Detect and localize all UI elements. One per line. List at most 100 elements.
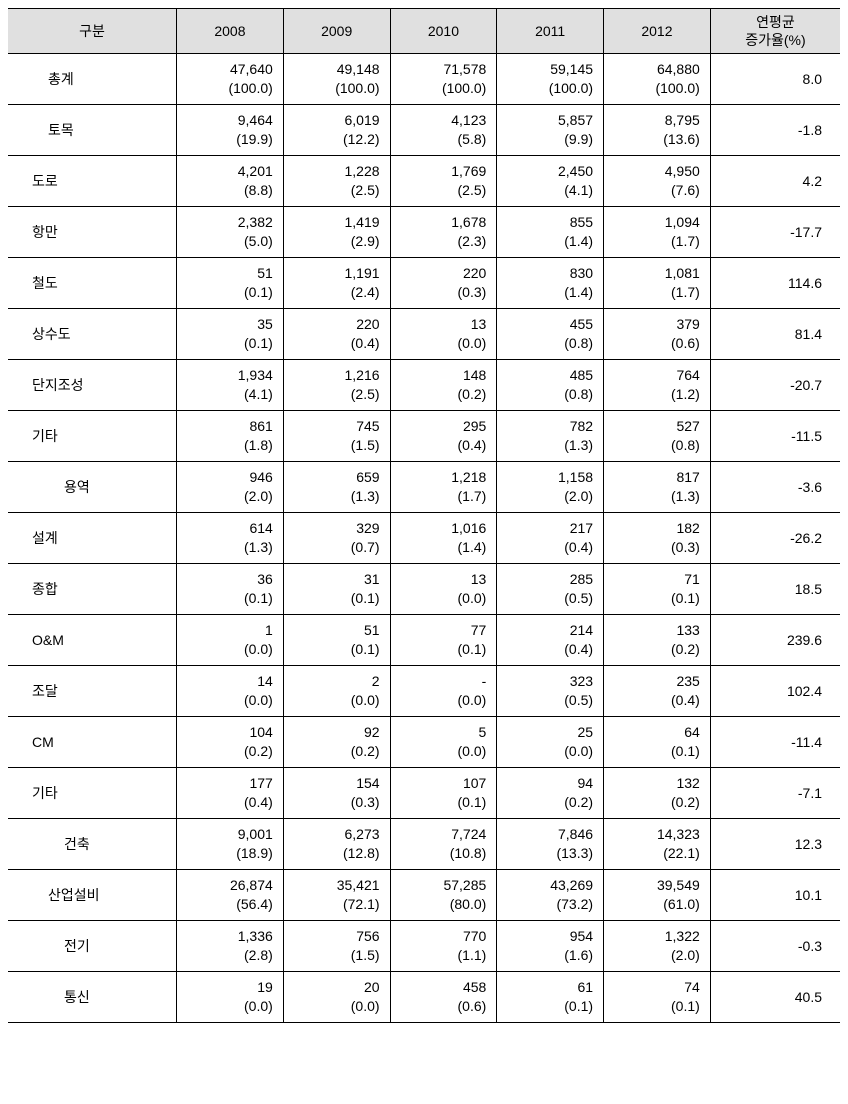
cell-value: 51 <box>185 264 273 283</box>
cell-percent: (4.1) <box>505 181 593 200</box>
cell-percent: (0.1) <box>185 283 273 302</box>
cell-percent: (2.5) <box>292 181 380 200</box>
cell-value: 51 <box>292 621 380 640</box>
cell-percent: (0.1) <box>292 589 380 608</box>
cell-value: 4,950 <box>612 162 700 181</box>
cell-2008: 14(0.0) <box>177 666 284 717</box>
table-body: 총계47,640(100.0)49,148(100.0)71,578(100.0… <box>8 54 840 1023</box>
cell-2008: 35(0.1) <box>177 309 284 360</box>
cell-2008: 4,201(8.8) <box>177 156 284 207</box>
cell-2012: 817(1.3) <box>604 462 711 513</box>
cell-value: 285 <box>505 570 593 589</box>
cell-value: 5 <box>399 723 487 742</box>
cell-2011: 954(1.6) <box>497 921 604 972</box>
cell-2012: 64,880(100.0) <box>604 54 711 105</box>
cell-percent: (2.0) <box>185 487 273 506</box>
cell-percent: (100.0) <box>292 79 380 98</box>
cell-percent: (0.0) <box>399 742 487 761</box>
cell-percent: (0.6) <box>612 334 700 353</box>
cell-percent: (0.2) <box>292 742 380 761</box>
cell-value: 1 <box>185 621 273 640</box>
table-row: 단지조성1,934(4.1)1,216(2.5)148(0.2)485(0.8)… <box>8 360 840 411</box>
table-row: 용역946(2.0)659(1.3)1,218(1.7)1,158(2.0)81… <box>8 462 840 513</box>
cell-value: 458 <box>399 978 487 997</box>
cell-rate: 4.2 <box>710 156 840 207</box>
cell-value: 39,549 <box>612 876 700 895</box>
cell-percent: (1.5) <box>292 946 380 965</box>
cell-percent: (0.2) <box>505 793 593 812</box>
cell-percent: (0.7) <box>292 538 380 557</box>
cell-2011: 285(0.5) <box>497 564 604 615</box>
row-label: 단지조성 <box>8 360 177 411</box>
cell-percent: (12.8) <box>292 844 380 863</box>
cell-value: 745 <box>292 417 380 436</box>
cell-percent: (0.8) <box>505 334 593 353</box>
cell-value: 182 <box>612 519 700 538</box>
header-2010: 2010 <box>390 9 497 54</box>
row-label: 전기 <box>8 921 177 972</box>
cell-percent: (0.3) <box>399 283 487 302</box>
table-row: 설계614(1.3)329(0.7)1,016(1.4)217(0.4)182(… <box>8 513 840 564</box>
table-row: 조달14(0.0)2(0.0)-(0.0)323(0.5)235(0.4)102… <box>8 666 840 717</box>
table-row: 기타861(1.8)745(1.5)295(0.4)782(1.3)527(0.… <box>8 411 840 462</box>
cell-value: 132 <box>612 774 700 793</box>
cell-2012: 527(0.8) <box>604 411 711 462</box>
cell-2008: 47,640(100.0) <box>177 54 284 105</box>
cell-value: 1,094 <box>612 213 700 232</box>
cell-percent: (0.2) <box>399 385 487 404</box>
cell-percent: (1.8) <box>185 436 273 455</box>
cell-percent: (0.0) <box>505 742 593 761</box>
table-row: O&M1(0.0)51(0.1)77(0.1)214(0.4)133(0.2)2… <box>8 615 840 666</box>
cell-rate: 8.0 <box>710 54 840 105</box>
cell-2008: 1,336(2.8) <box>177 921 284 972</box>
cell-value: 830 <box>505 264 593 283</box>
cell-2012: 8,795(13.6) <box>604 105 711 156</box>
cell-2012: 132(0.2) <box>604 768 711 819</box>
cell-value: 13 <box>399 570 487 589</box>
row-label: 설계 <box>8 513 177 564</box>
cell-2010: 1,218(1.7) <box>390 462 497 513</box>
cell-2009: 1,216(2.5) <box>283 360 390 411</box>
cell-percent: (18.9) <box>185 844 273 863</box>
cell-2011: 61(0.1) <box>497 972 604 1023</box>
cell-value: 9,464 <box>185 111 273 130</box>
cell-value: 59,145 <box>505 60 593 79</box>
cell-value: 2,382 <box>185 213 273 232</box>
table-row: 총계47,640(100.0)49,148(100.0)71,578(100.0… <box>8 54 840 105</box>
cell-value: 57,285 <box>399 876 487 895</box>
cell-2009: 329(0.7) <box>283 513 390 564</box>
cell-percent: (22.1) <box>612 844 700 863</box>
row-label: 상수도 <box>8 309 177 360</box>
cell-value: 235 <box>612 672 700 691</box>
cell-value: 214 <box>505 621 593 640</box>
cell-value: 61 <box>505 978 593 997</box>
cell-percent: (0.0) <box>185 691 273 710</box>
cell-2009: 49,148(100.0) <box>283 54 390 105</box>
cell-2011: 323(0.5) <box>497 666 604 717</box>
cell-percent: (61.0) <box>612 895 700 914</box>
header-2009: 2009 <box>283 9 390 54</box>
cell-value: 107 <box>399 774 487 793</box>
header-rate: 연평균증가율(%) <box>710 9 840 54</box>
cell-2010: 770(1.1) <box>390 921 497 972</box>
table-row: 철도51(0.1)1,191(2.4)220(0.3)830(1.4)1,081… <box>8 258 840 309</box>
cell-value: 47,640 <box>185 60 273 79</box>
cell-value: 1,769 <box>399 162 487 181</box>
row-label: 용역 <box>8 462 177 513</box>
cell-2011: 7,846(13.3) <box>497 819 604 870</box>
cell-value: 1,216 <box>292 366 380 385</box>
cell-2009: 220(0.4) <box>283 309 390 360</box>
cell-percent: (19.9) <box>185 130 273 149</box>
cell-value: 1,678 <box>399 213 487 232</box>
cell-percent: (0.3) <box>612 538 700 557</box>
row-label: 철도 <box>8 258 177 309</box>
cell-percent: (1.3) <box>612 487 700 506</box>
header-2012: 2012 <box>604 9 711 54</box>
row-label: 종합 <box>8 564 177 615</box>
cell-2011: 782(1.3) <box>497 411 604 462</box>
cell-percent: (0.2) <box>612 793 700 812</box>
cell-rate: 81.4 <box>710 309 840 360</box>
table-row: 토목9,464(19.9)6,019(12.2)4,123(5.8)5,857(… <box>8 105 840 156</box>
cell-rate: 12.3 <box>710 819 840 870</box>
cell-2011: 217(0.4) <box>497 513 604 564</box>
